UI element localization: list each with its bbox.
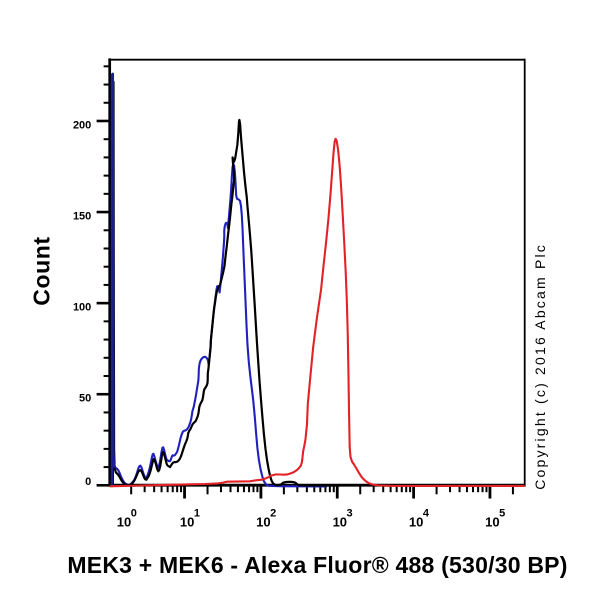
svg-text:10: 10 [180, 515, 194, 530]
svg-text:10: 10 [485, 515, 499, 530]
svg-text:10: 10 [409, 515, 423, 530]
svg-text:3: 3 [347, 508, 353, 520]
svg-text:50: 50 [79, 393, 91, 405]
svg-text:150: 150 [73, 210, 91, 222]
svg-text:Count: Count [28, 236, 54, 305]
svg-text:10: 10 [333, 515, 347, 530]
svg-text:2: 2 [270, 508, 276, 520]
svg-text:4: 4 [423, 508, 430, 520]
svg-text:MEK3 + MEK6 - Alexa Fluor® 488: MEK3 + MEK6 - Alexa Fluor® 488 (530/30 B… [67, 552, 567, 578]
svg-text:100: 100 [73, 301, 91, 313]
svg-text:10: 10 [117, 515, 131, 530]
svg-text:1: 1 [194, 508, 200, 520]
svg-text:0: 0 [85, 476, 91, 488]
svg-text:10: 10 [256, 515, 270, 530]
svg-text:Copyright (c) 2016 Abcam Plc: Copyright (c) 2016 Abcam Plc [532, 243, 548, 490]
svg-text:5: 5 [499, 508, 505, 520]
svg-text:0: 0 [131, 508, 137, 520]
svg-text:200: 200 [73, 119, 91, 131]
